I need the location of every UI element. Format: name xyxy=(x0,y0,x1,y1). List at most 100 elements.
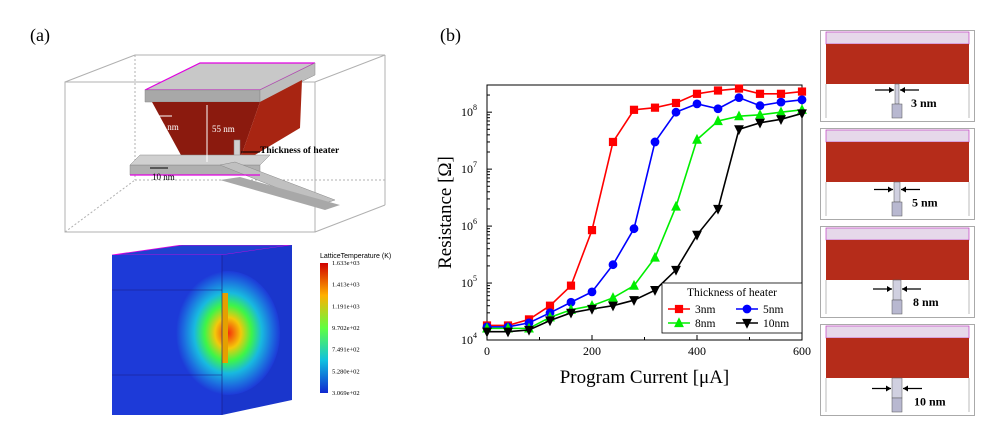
data-point xyxy=(713,204,723,215)
colorbar-tick-label: 3.069e+02 xyxy=(332,390,360,397)
panel-label-b: (b) xyxy=(440,25,461,45)
data-point xyxy=(629,224,639,234)
bottom-electrode xyxy=(129,154,340,210)
dim-bottom-label: 10 nm xyxy=(152,172,175,182)
y-tick-label: 108 xyxy=(461,103,477,119)
data-point xyxy=(755,89,765,98)
data-point xyxy=(629,296,639,306)
data-point xyxy=(692,89,702,98)
top-electrode xyxy=(825,129,970,143)
data-point xyxy=(482,327,492,338)
x-tick-label: 200 xyxy=(583,344,601,358)
data-point xyxy=(734,84,744,93)
top-electrode xyxy=(825,227,970,241)
phase-change-layer xyxy=(826,44,969,84)
data-point xyxy=(545,301,555,310)
dim-width-label: 20 nm xyxy=(156,122,179,132)
data-point xyxy=(755,118,765,129)
resistance-chart: 0 200 400 600 104 105 106 107 108 Program Current… xyxy=(435,84,811,388)
series-line xyxy=(487,96,803,328)
series-line xyxy=(487,112,803,333)
y-tick-label: 106 xyxy=(461,217,477,233)
y-tick-label: 105 xyxy=(461,274,477,290)
data-point xyxy=(713,86,723,95)
series-5nm xyxy=(482,93,807,332)
data-point xyxy=(776,89,786,98)
dim-height-label: 55 nm xyxy=(212,124,235,134)
chart-legend: Thickness of heater 3nm 5nm 8nm 10nm xyxy=(661,282,803,334)
thickness-label: 5 nm xyxy=(912,196,938,210)
cross-section-3: 8 nm xyxy=(820,226,975,318)
colorbar xyxy=(320,263,328,393)
y-tick-label: 104 xyxy=(461,331,477,347)
colorbar-tick-label: 5.280e+02 xyxy=(332,368,360,375)
data-point xyxy=(713,104,723,114)
x-tick-label: 400 xyxy=(688,344,706,358)
cross-section-column: 3 nm 5 nm 8 nm 10 nm xyxy=(820,30,980,430)
bottom-contact xyxy=(891,103,903,119)
heater xyxy=(894,83,900,105)
cross-section-1: 3 nm xyxy=(820,30,975,122)
data-point xyxy=(608,301,618,312)
top-electrode xyxy=(825,31,970,45)
data-point xyxy=(734,125,744,136)
data-point xyxy=(629,279,639,290)
data-point xyxy=(734,110,744,121)
legend-entry-label: 10nm xyxy=(763,318,789,330)
bottom-contact xyxy=(891,299,903,315)
colorbar-tick-label: 7.491e+02 xyxy=(332,347,360,354)
data-point xyxy=(797,95,807,105)
data-point xyxy=(671,107,681,117)
x-tick-label: 600 xyxy=(793,344,811,358)
x-tick-label: 0 xyxy=(484,344,490,358)
data-point xyxy=(587,287,597,297)
cross-section-2: 5 nm xyxy=(820,128,975,220)
legend-entry-label: 8nm xyxy=(695,318,716,330)
legend-swatch-marker xyxy=(674,317,684,328)
data-point xyxy=(776,115,786,126)
colorbar-tick-label: 1.413e+03 xyxy=(332,282,360,289)
legend-swatch-marker xyxy=(674,304,684,314)
colorbar-tick-label: 1.633e+03 xyxy=(332,260,360,267)
data-point xyxy=(587,226,597,235)
panel-label-a: (a) xyxy=(30,25,50,45)
data-point xyxy=(797,109,807,120)
thickness-label: 8 nm xyxy=(913,295,939,309)
heater-hotspot xyxy=(222,293,228,363)
legend-swatch-marker xyxy=(742,304,752,314)
data-point xyxy=(608,137,618,147)
data-point xyxy=(503,327,513,338)
y-axis-label: Resistance [Ω] xyxy=(435,156,456,269)
data-point xyxy=(671,98,681,108)
x-axis-label: Program Current [μA] xyxy=(560,367,730,388)
cross-section-4: 10 nm xyxy=(820,324,975,416)
bottom-contact xyxy=(891,397,903,413)
data-point xyxy=(776,97,786,107)
data-point xyxy=(650,251,660,262)
legend-box xyxy=(661,282,803,334)
colorbar-tick-label: 9.702e+02 xyxy=(332,325,360,332)
data-point xyxy=(692,99,702,109)
data-point xyxy=(755,109,765,119)
data-point xyxy=(545,316,555,327)
data-point xyxy=(587,304,597,315)
thickness-label: 3 nm xyxy=(911,96,937,110)
legend-swatch-marker xyxy=(742,318,752,329)
data-point xyxy=(650,137,660,147)
data-point xyxy=(566,308,576,319)
legend-title: Thickness of heater xyxy=(687,287,777,299)
top-electrode xyxy=(825,325,970,339)
series-10nm xyxy=(482,109,807,338)
data-point xyxy=(755,101,765,111)
data-point xyxy=(608,292,618,302)
colorbar-tick-label: 1.191e+03 xyxy=(332,303,360,310)
data-point xyxy=(713,115,723,126)
y-tick-label: 107 xyxy=(461,160,477,176)
heater-callout: Thickness of heater xyxy=(260,146,340,156)
data-point xyxy=(671,200,681,211)
data-point xyxy=(629,105,639,114)
data-point xyxy=(692,133,702,144)
data-point xyxy=(524,325,534,336)
heater xyxy=(893,181,901,203)
phase-change-layer xyxy=(826,338,969,378)
